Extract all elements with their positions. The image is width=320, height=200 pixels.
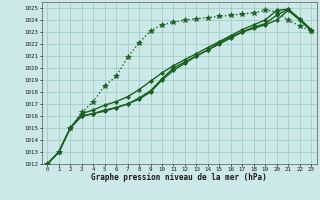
X-axis label: Graphe pression niveau de la mer (hPa): Graphe pression niveau de la mer (hPa) <box>91 173 267 182</box>
